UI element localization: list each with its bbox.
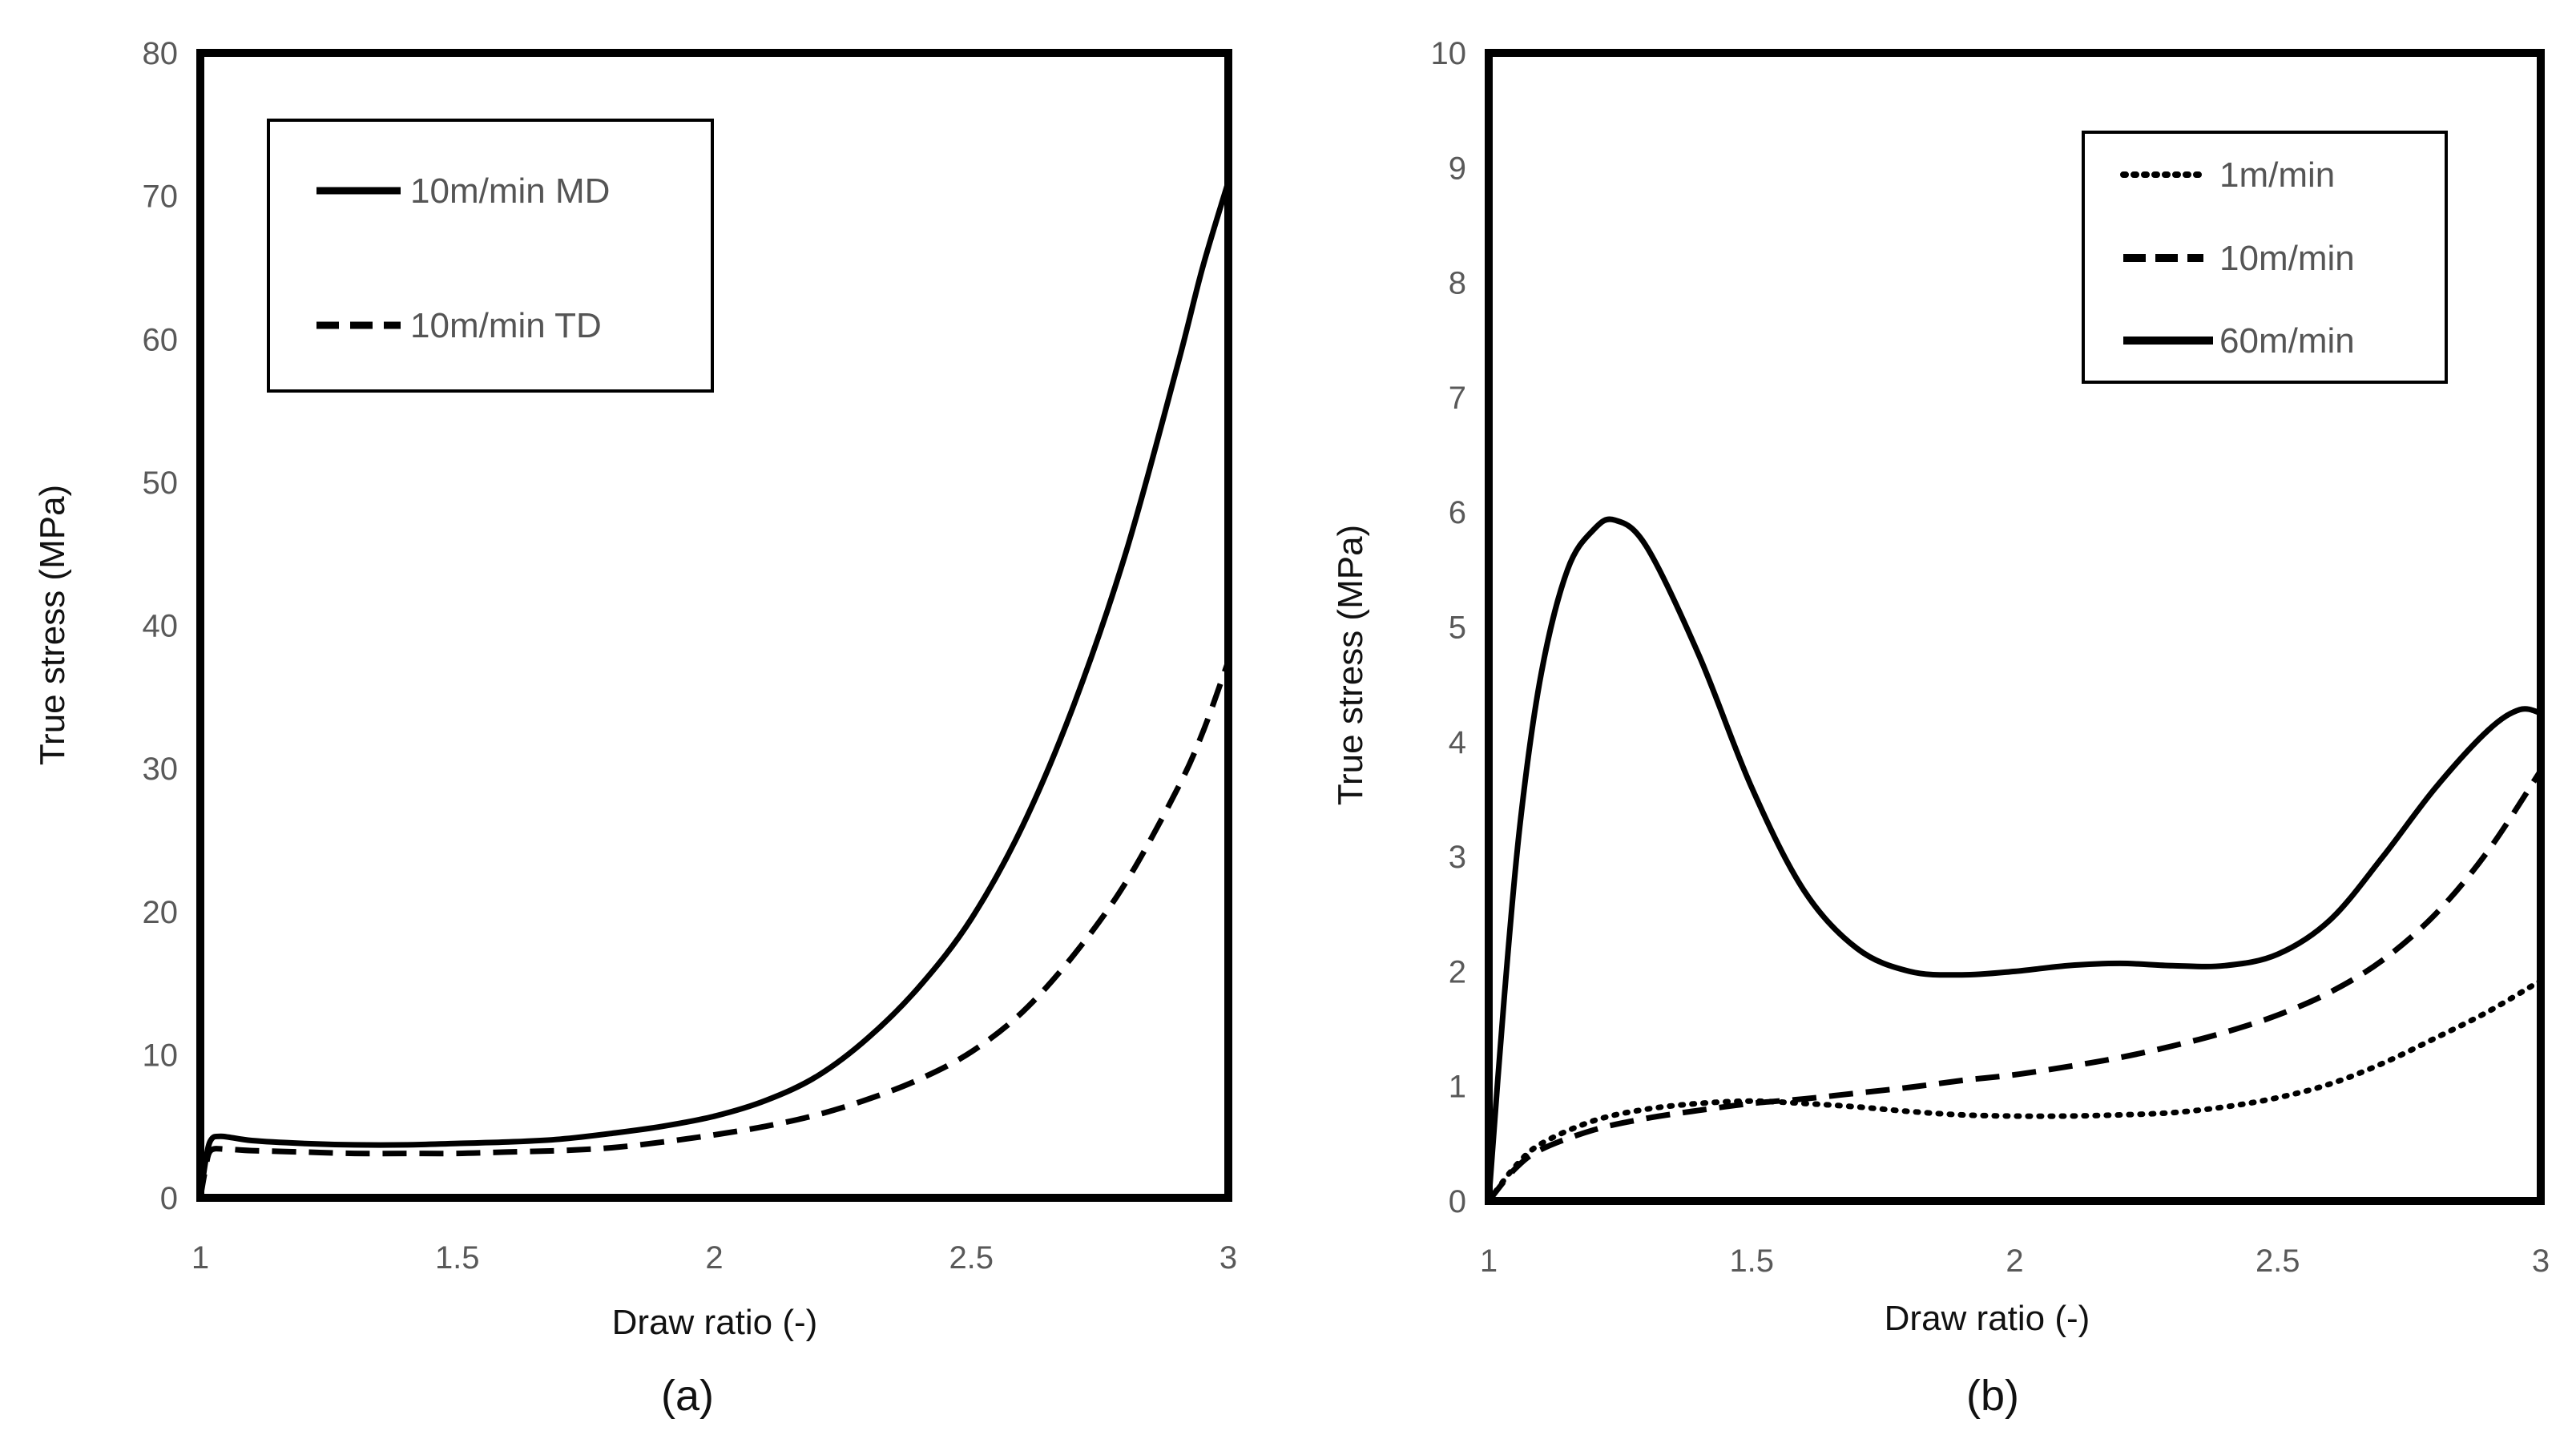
panel-a-series-line-1	[197, 180, 1232, 1199]
panel-b-x-tick-label: 3	[2532, 1243, 2550, 1279]
panel-a-legend-box	[267, 119, 714, 393]
chart-panel-a: 0 10 20 30 40 50 60 70 80 1 1.5 2 2.5 3 Draw ratio (-…	[33, 36, 1237, 1420]
panel-a-y-tick-label: 30	[143, 752, 179, 787]
panel-a-label: (a)	[661, 1372, 714, 1420]
panel-b-y-tick-label: 2	[1449, 954, 1466, 990]
panel-a-y-axis-title: True stress (MPa)	[33, 485, 72, 765]
panel-a-y-tick-label: 60	[143, 322, 179, 357]
panel-a-x-tick-label: 1.5	[435, 1240, 480, 1276]
panel-b-y-axis-title: True stress (MPa)	[1331, 525, 1370, 805]
panel-a-series	[197, 180, 1232, 1199]
panel-b-legend: 1m/min 10m/min 60m/min	[2082, 131, 2448, 384]
panel-a-series-line-2	[197, 660, 1232, 1199]
panel-b-y-tick-label: 10	[1431, 36, 1467, 71]
panel-b-x-tick-label: 1	[1480, 1243, 1498, 1279]
panel-a-y-tick-label: 70	[143, 179, 179, 215]
panel-b-series-line-1	[1486, 977, 2544, 1204]
panel-b-x-tick-label: 2.5	[2256, 1243, 2300, 1279]
panel-a-x-tick-label: 2.5	[949, 1240, 994, 1276]
panel-b-x-axis-title: Draw ratio (-)	[1885, 1299, 2090, 1338]
panel-b-series-line-3	[1486, 516, 2542, 1202]
panel-b-legend-label-2: 10m/min	[2219, 239, 2355, 278]
panel-a-legend-label-md: 10m/min MD	[410, 171, 610, 211]
panel-b-x-tick-label: 1.5	[1729, 1243, 1774, 1279]
panel-a-y-tick-label: 80	[143, 36, 179, 71]
panel-b-x-tick-label: 2	[2006, 1243, 2023, 1279]
panel-b-legend-label-1: 1m/min	[2219, 155, 2335, 195]
panel-a-y-tick-label: 0	[160, 1181, 178, 1216]
panel-a-plot-frame	[196, 49, 1232, 1202]
panel-b-series	[1486, 516, 2544, 1204]
panel-b-label: (b)	[1966, 1372, 2019, 1420]
panel-b-y-tick-label: 4	[1449, 725, 1466, 760]
panel-a-y-tick-label: 20	[143, 895, 179, 930]
panel-b-y-tick-label: 3	[1449, 840, 1466, 875]
panel-b-y-tick-label: 5	[1449, 611, 1466, 646]
panel-b-y-tick-label: 0	[1449, 1184, 1466, 1219]
panel-b-y-tick-label: 8	[1449, 266, 1466, 301]
panel-b-y-tick-label: 1	[1449, 1070, 1466, 1105]
panel-a-y-tick-label: 10	[143, 1038, 179, 1073]
panel-b-series-line-2	[1486, 768, 2543, 1203]
panel-b-plot-frame	[1485, 49, 2545, 1205]
panel-a-y-tick-label: 40	[143, 609, 179, 644]
panel-a-y-tick-label: 50	[143, 466, 179, 501]
panel-b-y-tick-label: 6	[1449, 495, 1466, 530]
panel-a-legend-label-td: 10m/min TD	[410, 306, 602, 345]
panel-b-legend-label-3: 60m/min	[2219, 321, 2355, 361]
panel-a-x-tick-label: 1	[191, 1240, 209, 1276]
panel-b-y-tick-label: 9	[1449, 151, 1466, 186]
panel-a-legend: 10m/min MD 10m/min TD	[267, 119, 714, 393]
panel-a-x-tick-label: 2	[705, 1240, 723, 1276]
panel-a-x-axis-title: Draw ratio (-)	[612, 1303, 818, 1342]
panel-b-y-tick-label: 7	[1449, 381, 1466, 416]
panel-a-ticks: 0 10 20 30 40 50 60 70 80 1 1.5 2 2.5 3	[143, 36, 1238, 1276]
panel-a-x-tick-label: 3	[1219, 1240, 1237, 1276]
